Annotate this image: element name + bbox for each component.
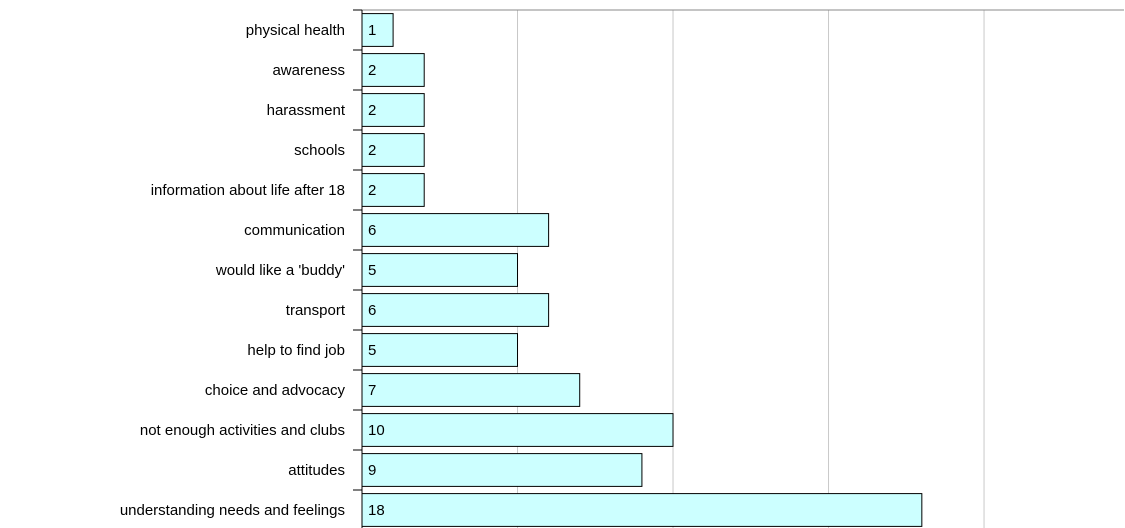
value-label: 1 [368,22,376,39]
value-label: 7 [368,382,376,399]
value-label: 5 [368,262,376,279]
bar [361,333,519,367]
bar [361,53,425,87]
y-tick-label: communication [244,222,345,239]
y-tick-label: attitudes [288,462,345,479]
y-tick-label: transport [286,302,346,319]
y-tick-label: schools [294,142,345,159]
value-label: 6 [368,302,376,319]
value-label: 5 [368,342,376,359]
y-tick-label: understanding needs and feelings [120,502,345,519]
bar [361,253,519,287]
value-label: 10 [368,422,385,439]
bar [361,413,674,447]
bar [361,213,550,247]
y-tick-label: would like a 'buddy' [215,262,345,279]
bar [361,293,550,327]
bar [361,133,425,167]
bar [361,373,581,407]
bar [361,453,643,487]
value-label: 2 [368,182,376,199]
y-tick-label: not enough activities and clubs [140,422,345,439]
y-tick-label: help to find job [247,342,345,359]
value-label: 18 [368,502,385,519]
y-tick-label: physical health [246,22,345,39]
bar [361,93,425,127]
y-tick-label: information about life after 18 [151,182,345,199]
bar [361,173,425,207]
bar [361,493,923,527]
y-tick-label: awareness [272,62,345,79]
value-label: 2 [368,102,376,119]
value-label: 2 [368,62,376,79]
bar [361,13,394,47]
value-label: 2 [368,142,376,159]
value-label: 6 [368,222,376,239]
y-tick-label: choice and advocacy [205,382,346,399]
value-label: 9 [368,462,376,479]
y-tick-label: harassment [267,102,346,119]
